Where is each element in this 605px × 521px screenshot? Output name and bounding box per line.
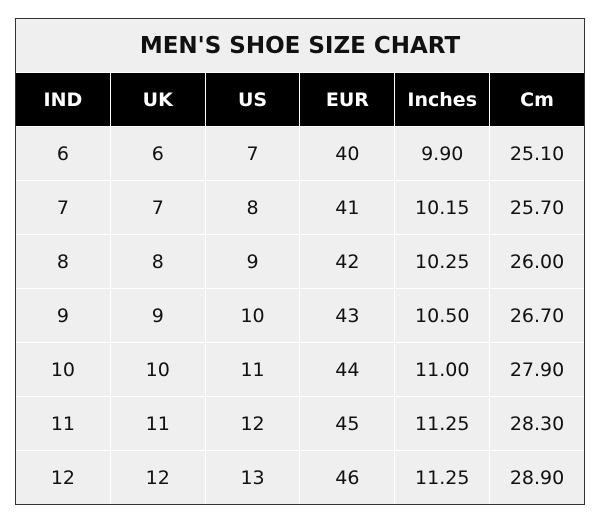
- table-cell: 13: [204, 451, 300, 504]
- table-cell: 8: [204, 181, 300, 234]
- table-row: 10 10 11 44 11.00 27.90: [16, 342, 584, 396]
- table-cell: 41: [299, 181, 394, 234]
- table-cell: 26.00: [489, 235, 584, 288]
- table-cell: 45: [299, 397, 394, 450]
- table-cell: 9.90: [394, 127, 489, 180]
- table-cell: 10.15: [394, 181, 489, 234]
- table-row: 9 9 10 43 10.50 26.70: [16, 288, 584, 342]
- table-cell: 6: [109, 127, 205, 180]
- header-row: IND UK US EUR Inches Cm: [16, 73, 584, 126]
- table-row: 7 7 8 41 10.15 25.70: [16, 180, 584, 234]
- column-header: Inches: [394, 73, 489, 126]
- column-header: US: [204, 73, 300, 126]
- table-cell: 11: [50, 412, 75, 435]
- table-cell: 10: [109, 343, 205, 396]
- table-cell: 43: [299, 289, 394, 342]
- table-cell: 11.25: [394, 397, 489, 450]
- table-row: 8 8 9 42 10.25 26.00: [16, 234, 584, 288]
- table-cell: 11.25: [394, 451, 489, 504]
- table-row: 12 12 13 46 11.25 28.90: [16, 450, 584, 504]
- table-cell: 12: [204, 397, 300, 450]
- table-cell: 27.90: [489, 343, 584, 396]
- column-header: IND: [43, 88, 83, 111]
- table-cell: 26.70: [489, 289, 584, 342]
- table-cell: 11.00: [394, 343, 489, 396]
- table-cell: 12: [50, 466, 75, 489]
- table-cell: 10: [50, 358, 75, 381]
- table-cell: 9: [204, 235, 300, 288]
- table-cell: 8: [56, 250, 69, 273]
- table-cell: 10.25: [394, 235, 489, 288]
- table-cell: 42: [299, 235, 394, 288]
- chart-title: MEN'S SHOE SIZE CHART: [16, 19, 584, 73]
- column-header: EUR: [299, 73, 394, 126]
- table-cell: 9: [109, 289, 205, 342]
- table-cell: 40: [299, 127, 394, 180]
- table-cell: 11: [109, 397, 205, 450]
- size-chart-table: MEN'S SHOE SIZE CHART IND UK US EUR Inches Cm…: [15, 18, 585, 505]
- table-cell: 25.10: [489, 127, 584, 180]
- table-cell: 10.50: [394, 289, 489, 342]
- table-cell: 8: [109, 235, 205, 288]
- table-cell: 25.70: [489, 181, 584, 234]
- table-cell: 10: [204, 289, 300, 342]
- table-cell: 28.90: [489, 451, 584, 504]
- table-cell: 9: [56, 304, 69, 327]
- table-cell: 7: [56, 196, 69, 219]
- table-body: 6 6 7 40 9.90 25.10 7 7 8 41 10.15 25.70 8 8 9 42 10.25 2…: [16, 126, 584, 504]
- table-cell: 11: [204, 343, 300, 396]
- table-cell: 46: [299, 451, 394, 504]
- table-row: 11 11 12 45 11.25 28.30: [16, 396, 584, 450]
- table-cell: 44: [299, 343, 394, 396]
- table-cell: 7: [109, 181, 205, 234]
- table-cell: 12: [109, 451, 205, 504]
- column-header: UK: [109, 73, 205, 126]
- table-cell: 28.30: [489, 397, 584, 450]
- table-cell: 6: [56, 142, 69, 165]
- column-header: Cm: [489, 73, 584, 126]
- table-cell: 7: [204, 127, 300, 180]
- table-row: 6 6 7 40 9.90 25.10: [16, 126, 584, 180]
